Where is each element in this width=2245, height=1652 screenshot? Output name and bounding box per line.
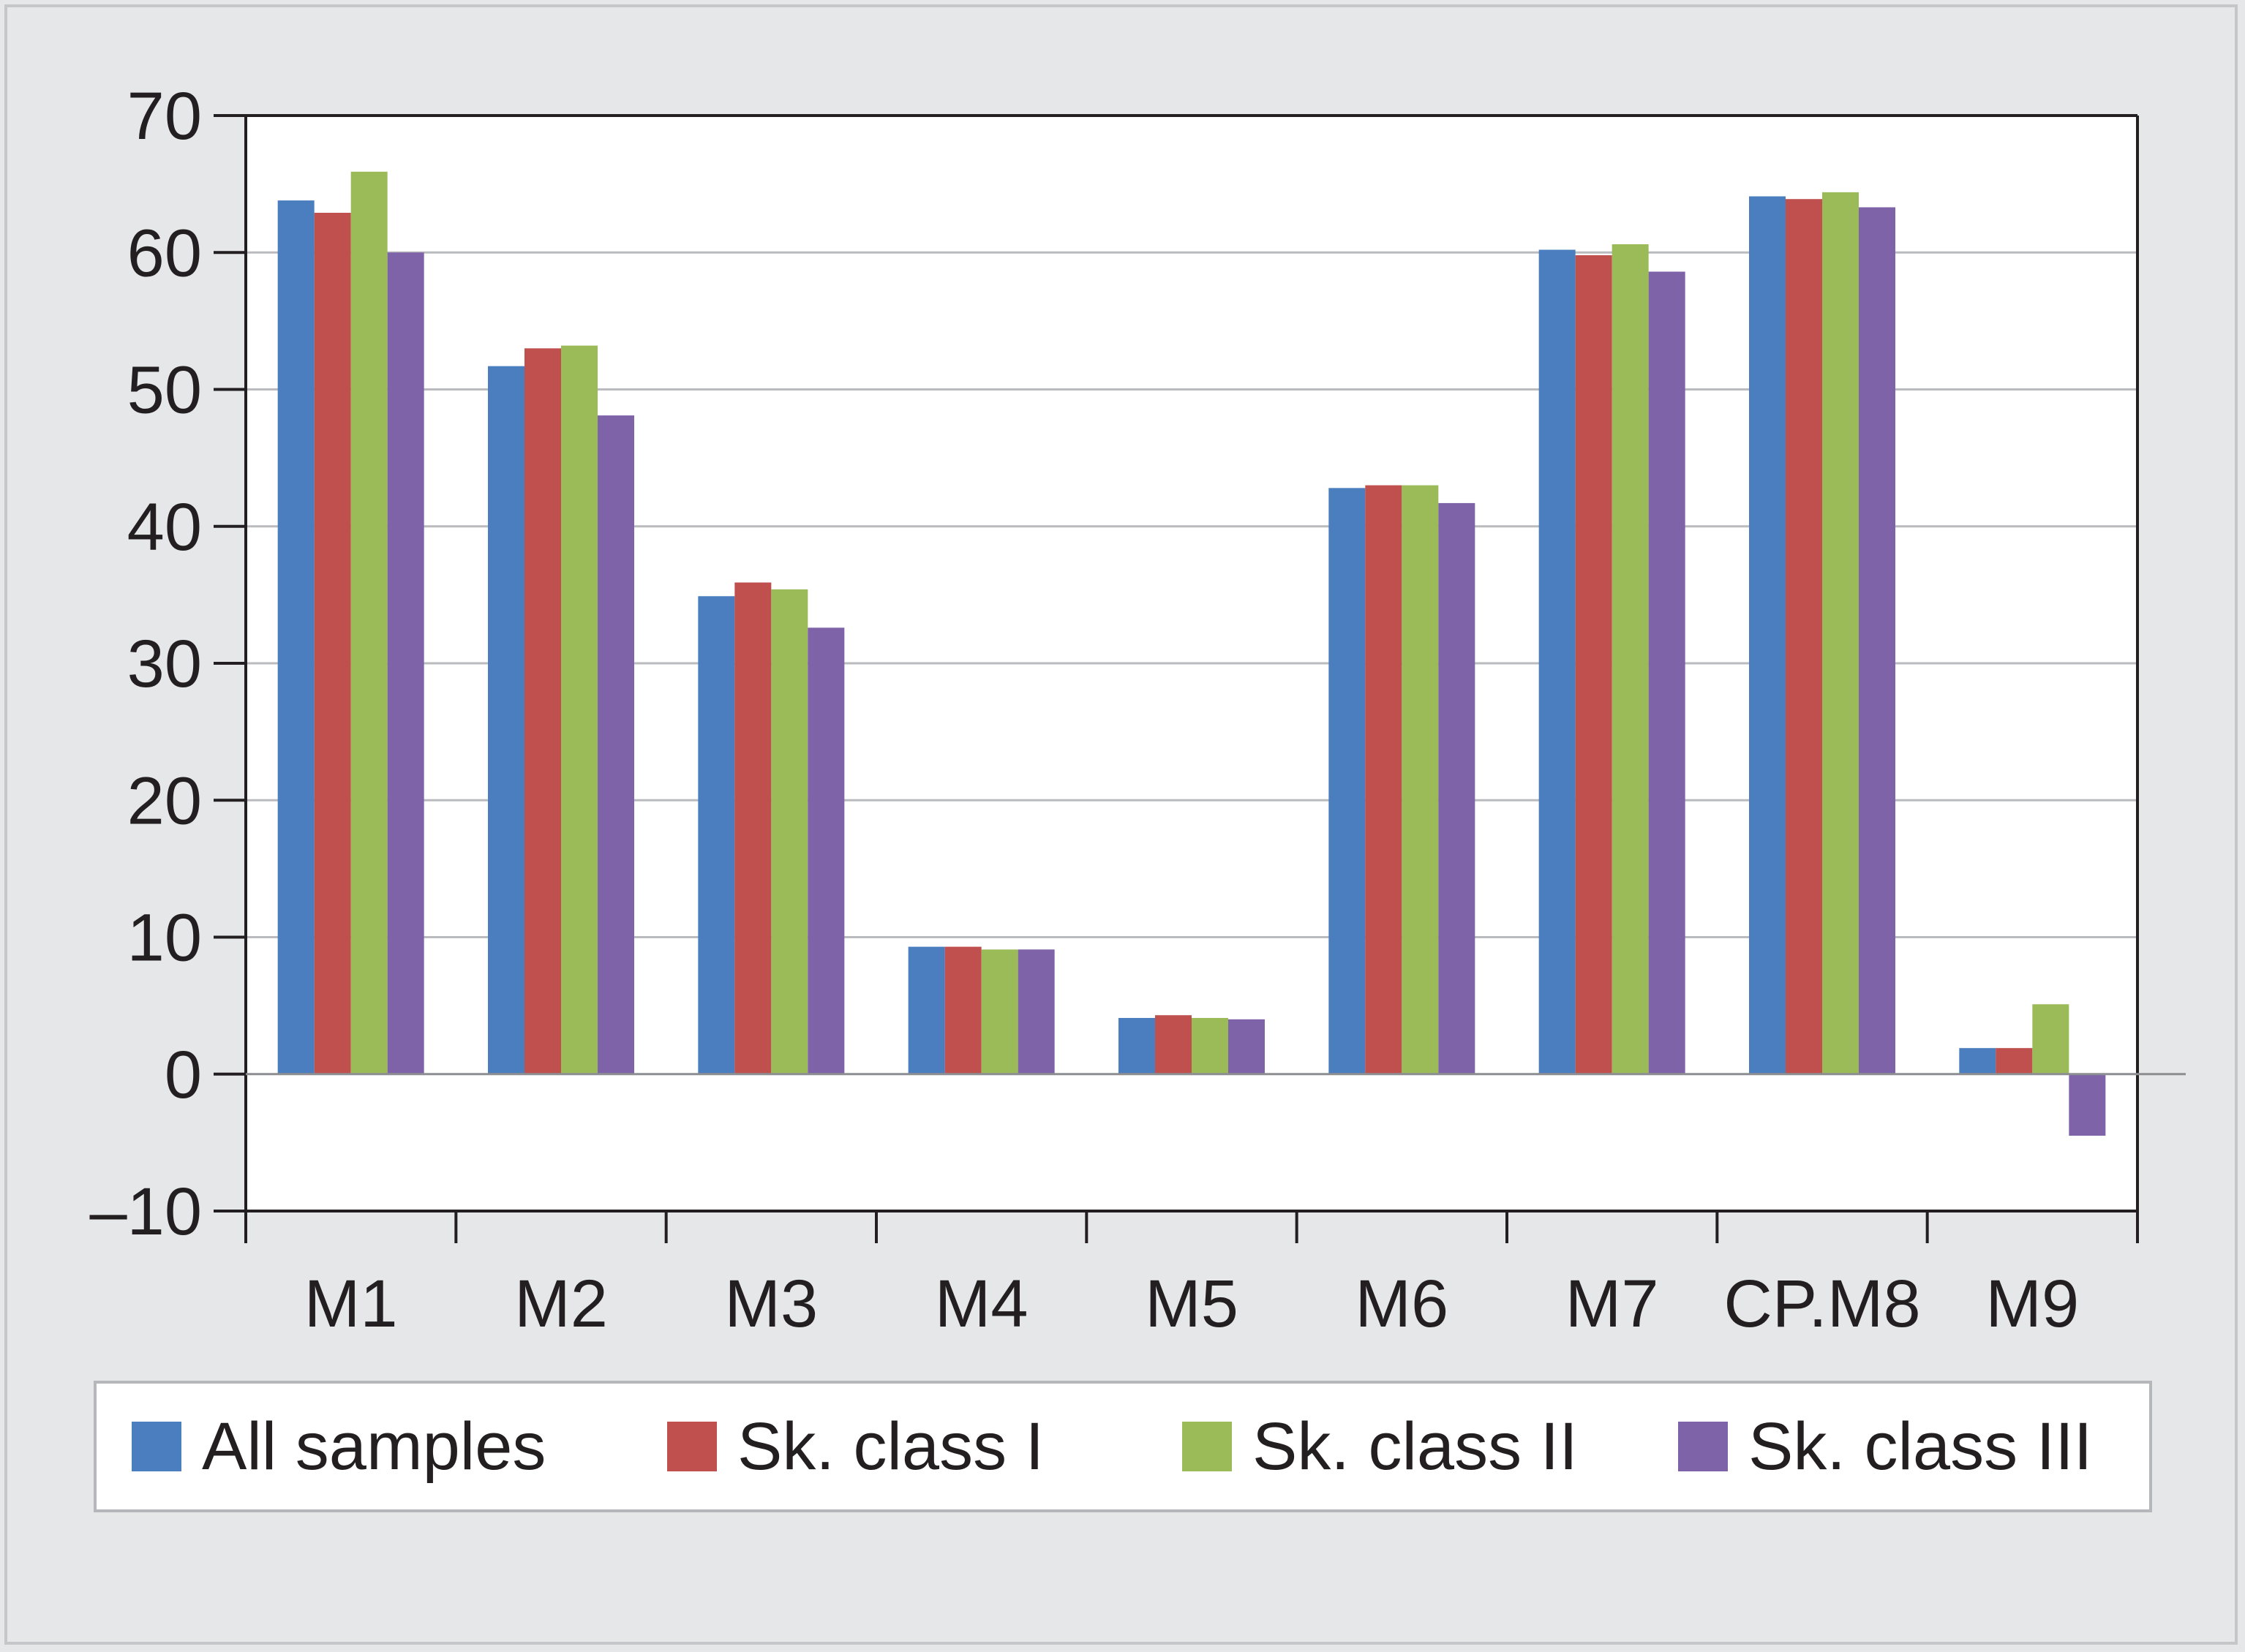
x-tick-labels: M1 M2 M3 M4 M5 M6 M7 CP.M8 M9	[304, 1267, 2079, 1341]
bar-m7-series-3	[1612, 244, 1649, 1074]
bar-m5-series-1	[1118, 1017, 1155, 1074]
legend-item: Sk. class I	[667, 1384, 1044, 1509]
y-tick-label: –10	[90, 1174, 203, 1249]
bar-m4-series-1	[908, 946, 945, 1074]
y-tick-label: 50	[127, 353, 202, 428]
legend-label: Sk. class I	[737, 1409, 1045, 1484]
bar-m6-series-1	[1328, 488, 1366, 1074]
bar-m5-series-4	[1228, 1019, 1265, 1074]
bar-m5-series-3	[1192, 1017, 1228, 1074]
legend-label: All samples	[202, 1409, 546, 1484]
bar-m6-series-4	[1438, 502, 1475, 1074]
bar-m9-series-1	[1959, 1048, 1996, 1074]
legend-swatch	[1678, 1422, 1728, 1471]
x-tick-label: M3	[724, 1267, 818, 1341]
bar-m6-series-3	[1402, 485, 1439, 1074]
bar-m2-series-3	[561, 345, 598, 1074]
x-tick-label: M2	[514, 1267, 608, 1341]
bar-m3-series-1	[698, 596, 735, 1074]
bar-m3-series-2	[734, 582, 772, 1074]
legend-swatch	[132, 1422, 181, 1471]
y-tick-label: 20	[127, 763, 202, 838]
bars	[277, 171, 2106, 1136]
bar-cpm8-series-3	[1822, 192, 1859, 1074]
y-tick-labels: –10 0 10 20 30 40 50 60 70	[90, 79, 203, 1249]
x-tick-label: M9	[1985, 1267, 2079, 1341]
bar-m5-series-2	[1155, 1015, 1192, 1074]
y-tick-label: 60	[127, 216, 202, 290]
legend-item: Sk. class III	[1678, 1384, 2092, 1509]
bar-m2-series-4	[598, 415, 634, 1074]
bar-m1-series-3	[350, 171, 388, 1074]
bar-m1-series-1	[277, 200, 315, 1074]
legend-swatch	[667, 1422, 717, 1471]
x-tick-label: M1	[304, 1267, 398, 1341]
x-tick-label: M7	[1565, 1267, 1659, 1341]
y-tick-label: 40	[127, 490, 202, 565]
y-tick-label: 10	[127, 901, 202, 976]
bar-m2-series-2	[524, 348, 561, 1074]
axes	[214, 114, 2186, 1243]
legend-label: Sk. class III	[1748, 1409, 2093, 1484]
x-tick-label: M4	[935, 1267, 1029, 1341]
legend: All samples Sk. class I Sk. class II Sk. cl…	[94, 1381, 2152, 1512]
legend-swatch	[1182, 1422, 1232, 1471]
y-tick-label: 30	[127, 627, 202, 701]
bar-m9-series-4	[2069, 1074, 2106, 1136]
legend-label: Sk. class II	[1252, 1409, 1578, 1484]
bar-m9-series-3	[2032, 1004, 2069, 1074]
bar-m6-series-2	[1365, 485, 1402, 1074]
bar-cpm8-series-2	[1786, 199, 1822, 1074]
bar-m4-series-4	[1018, 949, 1055, 1074]
bar-m3-series-4	[808, 627, 845, 1074]
bar-m9-series-2	[1996, 1048, 2033, 1074]
bar-cpm8-series-1	[1749, 196, 1786, 1074]
y-tick-label: 0	[165, 1038, 202, 1112]
bar-m4-series-3	[981, 949, 1018, 1074]
bar-m7-series-2	[1575, 254, 1612, 1074]
bar-m1-series-4	[387, 252, 424, 1074]
x-tick-label: M5	[1145, 1267, 1238, 1341]
bar-m7-series-4	[1648, 271, 1685, 1074]
x-tick-label: CP.M8	[1723, 1267, 1920, 1341]
bar-cpm8-series-4	[1859, 207, 1895, 1074]
x-tick-label: M6	[1355, 1267, 1448, 1341]
bar-m3-series-3	[771, 589, 808, 1074]
bar-m7-series-1	[1538, 249, 1576, 1074]
y-tick-label: 70	[127, 79, 202, 154]
bar-m1-series-2	[314, 212, 351, 1074]
legend-item: Sk. class II	[1182, 1384, 1578, 1509]
bar-m4-series-2	[944, 946, 982, 1074]
legend-item: All samples	[132, 1384, 546, 1509]
bar-m2-series-1	[488, 366, 524, 1074]
